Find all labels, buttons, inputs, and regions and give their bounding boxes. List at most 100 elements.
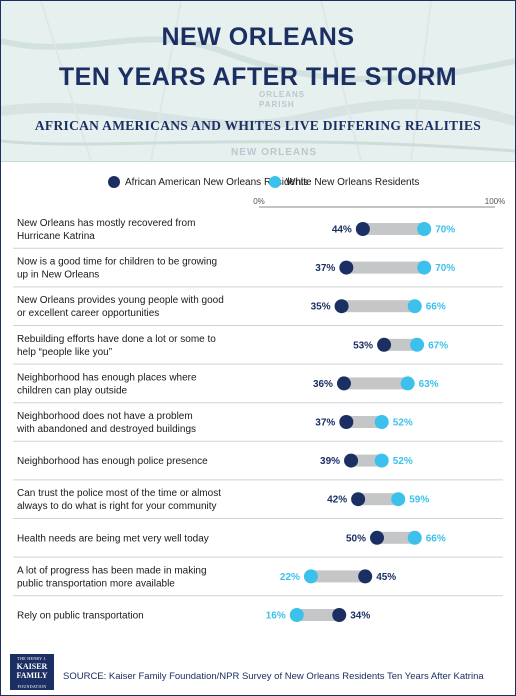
value-label-african-american: 39%	[320, 456, 340, 467]
value-label-white: 66%	[426, 302, 446, 313]
row-label: Neighborhood has enough police presence	[17, 456, 208, 467]
range-bar	[358, 493, 399, 506]
value-label-african-american: 36%	[313, 379, 333, 390]
value-label-african-american: 34%	[350, 611, 370, 622]
legend-label-white: White New Orleans Residents	[286, 176, 420, 188]
dot-white	[407, 299, 422, 314]
dot-african-american	[358, 569, 373, 584]
row-label-line: or excellent career opportunities	[17, 308, 159, 319]
row-label-line: New Orleans provides young people with g…	[17, 295, 224, 306]
range-bar	[310, 570, 366, 583]
row-label-line: children can play outside	[17, 385, 128, 396]
legend: African American New Orleans Residents W…	[1, 176, 515, 190]
range-bar	[362, 223, 425, 235]
row-label-line: with abandoned and destroyed buildings	[16, 424, 196, 435]
row-label: A lot of progress has been made in makin…	[17, 565, 207, 589]
value-label-white: 52%	[393, 456, 413, 467]
x-tick-label: 0%	[253, 197, 265, 206]
value-label-african-american: 44%	[332, 225, 352, 236]
background-map	[1, 1, 515, 161]
row-label: New Orleans has mostly recovered from Hur…	[17, 218, 195, 242]
map-label-new-orleans: NEW ORLEANS	[231, 147, 317, 158]
value-label-white: 16%	[266, 611, 286, 622]
range-bar	[343, 377, 408, 390]
value-label-white: 59%	[409, 495, 429, 506]
dot-african-american	[344, 453, 359, 468]
map-label-parish: PARISH	[259, 100, 295, 109]
range-bar	[346, 261, 425, 274]
dot-white	[303, 569, 318, 584]
dot-african-american	[351, 492, 366, 507]
dot-white	[289, 608, 304, 622]
row-label-line: Neighborhood has enough police presence	[17, 456, 208, 467]
value-label-african-american: 53%	[353, 340, 373, 351]
title-line-2: TEN YEARS AFTER THE STORM	[58, 63, 458, 91]
range-bar	[341, 300, 415, 313]
dot-white	[391, 492, 406, 507]
dot-african-american	[339, 415, 354, 429]
row-label-line: Now is a good time for children to be gr…	[17, 257, 217, 268]
legend-label-african-american: African American New Orleans Residents	[125, 176, 309, 188]
row-label: New Orleans provides young people with g…	[17, 295, 224, 319]
dot-white	[400, 376, 415, 391]
value-label-african-american: 50%	[346, 533, 366, 544]
row-label-line: Hurricane Katrina	[17, 231, 95, 242]
dot-white	[410, 337, 425, 352]
value-label-white: 70%	[435, 263, 455, 274]
row-label-line: help “people like you”	[17, 347, 112, 358]
row-label-line: Rebuilding efforts have done a lot or so…	[17, 334, 216, 345]
row-label-line: always to do what is right for your comm…	[17, 501, 217, 512]
legend-dot-white	[269, 176, 281, 188]
dot-african-american	[336, 376, 351, 391]
value-label-white: 63%	[419, 379, 439, 390]
row-label: Can trust the police most of the time or…	[17, 488, 221, 512]
footer: THE HENRY J. KAISER FAMILY FOUNDATION SO…	[1, 647, 515, 695]
row-label: Health needs are being met very well tod…	[17, 533, 209, 544]
value-label-white: 66%	[426, 533, 446, 544]
subtitle: AFRICAN AMERICANS AND WHITES LIVE DIFFER…	[34, 118, 482, 133]
row-label-line: public transportation more available	[17, 578, 175, 589]
dot-african-american	[334, 299, 349, 314]
title-line-1: NEW ORLEANS	[161, 23, 355, 51]
range-bar	[351, 454, 382, 467]
map-label-orleans: ORLEANS	[259, 90, 306, 99]
value-label-white: 70%	[435, 225, 455, 236]
dot-white	[374, 453, 389, 468]
value-label-african-american: 42%	[327, 495, 347, 506]
dot-range-chart: 0% 100% New Orleans has mostly recovered f…	[13, 197, 505, 622]
row-label: Now is a good time for children to be gr…	[17, 257, 217, 281]
legend-dot-african-american	[108, 176, 120, 188]
value-label-african-american: 35%	[311, 302, 331, 313]
range-bar	[296, 609, 340, 621]
dot-white	[417, 260, 432, 275]
value-label-african-american: 45%	[376, 572, 396, 583]
dot-white	[417, 222, 432, 236]
row-label-line: New Orleans has mostly recovered from	[17, 218, 195, 229]
row-label-line: Can trust the police most of the time or…	[17, 488, 221, 499]
value-label-african-american: 37%	[315, 418, 335, 429]
row-label-line: Neighborhood has enough places where	[17, 372, 197, 383]
range-bar	[384, 338, 418, 351]
row-label: Neighborhood does not have a problem with…	[16, 411, 196, 435]
kaiser-logo: THE HENRY J. KAISER FAMILY FOUNDATION	[10, 654, 54, 690]
dot-african-american	[355, 222, 370, 236]
dot-african-american	[339, 260, 354, 275]
row-label-line: Rely on public transportation	[17, 611, 144, 622]
value-label-white: 52%	[393, 418, 413, 429]
range-bar	[377, 531, 415, 544]
header-map-banner: ORLEANS PARISH NEW ORLEANS NEW ORLEANS T…	[1, 1, 515, 162]
logo-text-kaiser: KAISER	[16, 662, 48, 671]
value-label-white: 22%	[280, 572, 300, 583]
row-label: Neighborhood has enough places where chil…	[17, 372, 197, 396]
value-label-white: 67%	[428, 340, 448, 351]
dot-african-american	[377, 337, 392, 352]
dot-white	[374, 415, 389, 429]
dot-white	[407, 530, 422, 545]
value-label-african-american: 37%	[315, 263, 335, 274]
source-note: SOURCE: Kaiser Family Foundation/NPR Sur…	[63, 671, 484, 682]
range-bar	[346, 416, 382, 428]
logo-text-henry: THE HENRY J.	[17, 656, 47, 661]
row-label-line: A lot of progress has been made in makin…	[17, 565, 207, 576]
row-label: Rely on public transportation	[17, 611, 144, 622]
